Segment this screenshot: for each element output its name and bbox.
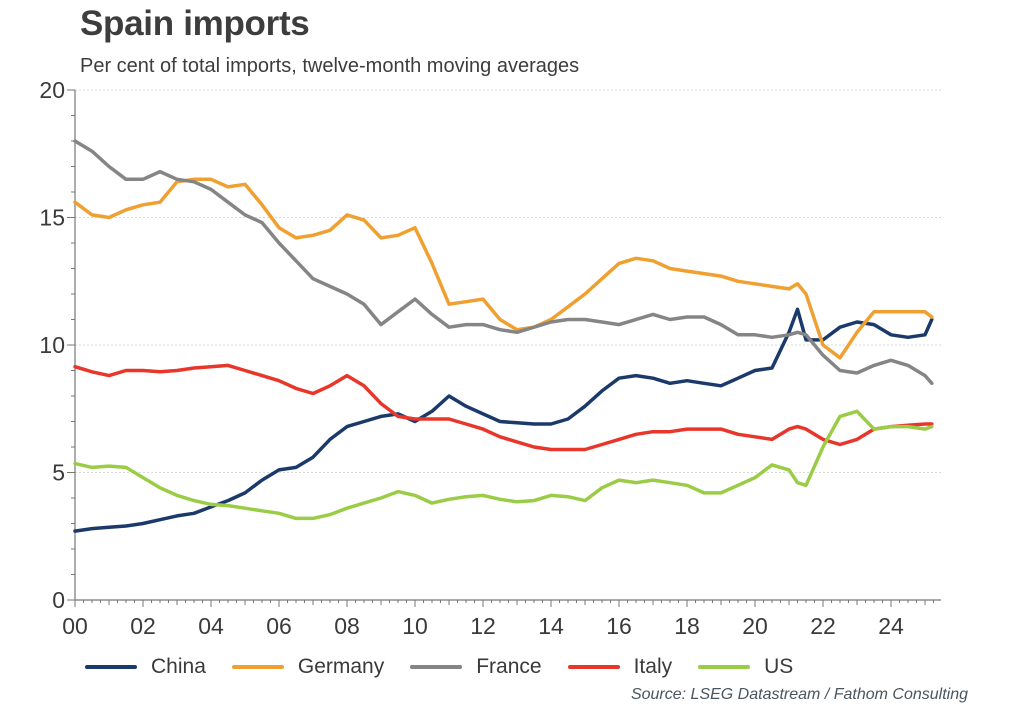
x-tick-label: 00 bbox=[62, 613, 88, 639]
legend-swatch bbox=[567, 665, 620, 669]
legend-swatch bbox=[410, 665, 463, 669]
legend-label: France bbox=[476, 655, 542, 678]
y-tick-label: 20 bbox=[39, 77, 65, 103]
x-tick-label: 14 bbox=[538, 613, 564, 639]
gridlines bbox=[75, 89, 941, 473]
source-note: Source: LSEG Datastream / Fathom Consult… bbox=[630, 686, 968, 703]
series-line-us bbox=[73, 409, 934, 521]
x-tick-label: 16 bbox=[606, 613, 632, 639]
series-line-germany bbox=[73, 177, 934, 360]
legend-label: Germany bbox=[297, 655, 385, 678]
legend-item-germany: Germany bbox=[231, 655, 385, 679]
y-tick-label: 15 bbox=[39, 205, 65, 231]
x-tick-label: 06 bbox=[266, 613, 292, 639]
y-tick-label: 0 bbox=[52, 587, 65, 613]
chart-title: Spain imports bbox=[80, 4, 310, 43]
legend-item-china: China bbox=[85, 655, 206, 679]
x-tick-label: 12 bbox=[470, 613, 496, 639]
legend-label: Italy bbox=[633, 655, 673, 678]
legend-swatch bbox=[231, 665, 284, 669]
legend-swatch bbox=[698, 665, 751, 669]
legend-item-us: US bbox=[698, 655, 793, 679]
legend-swatch bbox=[85, 665, 137, 669]
x-tick-label: 18 bbox=[674, 613, 700, 639]
legend-label: China bbox=[151, 655, 206, 678]
y-tick-label: 5 bbox=[52, 460, 65, 486]
series-line-italy bbox=[73, 363, 934, 452]
x-tick-label: 04 bbox=[198, 613, 224, 639]
x-tick-label: 22 bbox=[810, 613, 836, 639]
series-lines bbox=[73, 139, 934, 533]
y-tick-label: 10 bbox=[39, 332, 65, 358]
x-tick-label: 08 bbox=[334, 613, 360, 639]
series-line-france bbox=[73, 139, 934, 386]
legend-item-france: France bbox=[410, 655, 542, 679]
legend-item-italy: Italy bbox=[567, 655, 673, 679]
chart-subtitle: Per cent of total imports, twelve-month … bbox=[80, 55, 580, 77]
axes bbox=[67, 89, 941, 607]
x-tick-label: 24 bbox=[878, 613, 904, 639]
series-line-china bbox=[73, 307, 934, 533]
tick-labels: 0 5 10 15 20 00 02 04 06 08 10 12 14 16 18 20 22 24 bbox=[39, 77, 904, 639]
x-tick-label: 02 bbox=[130, 613, 156, 639]
x-tick-label: 10 bbox=[402, 613, 428, 639]
legend-label: US bbox=[764, 655, 794, 678]
legend: China Germany France Italy US bbox=[85, 655, 819, 679]
x-tick-label: 20 bbox=[742, 613, 768, 639]
